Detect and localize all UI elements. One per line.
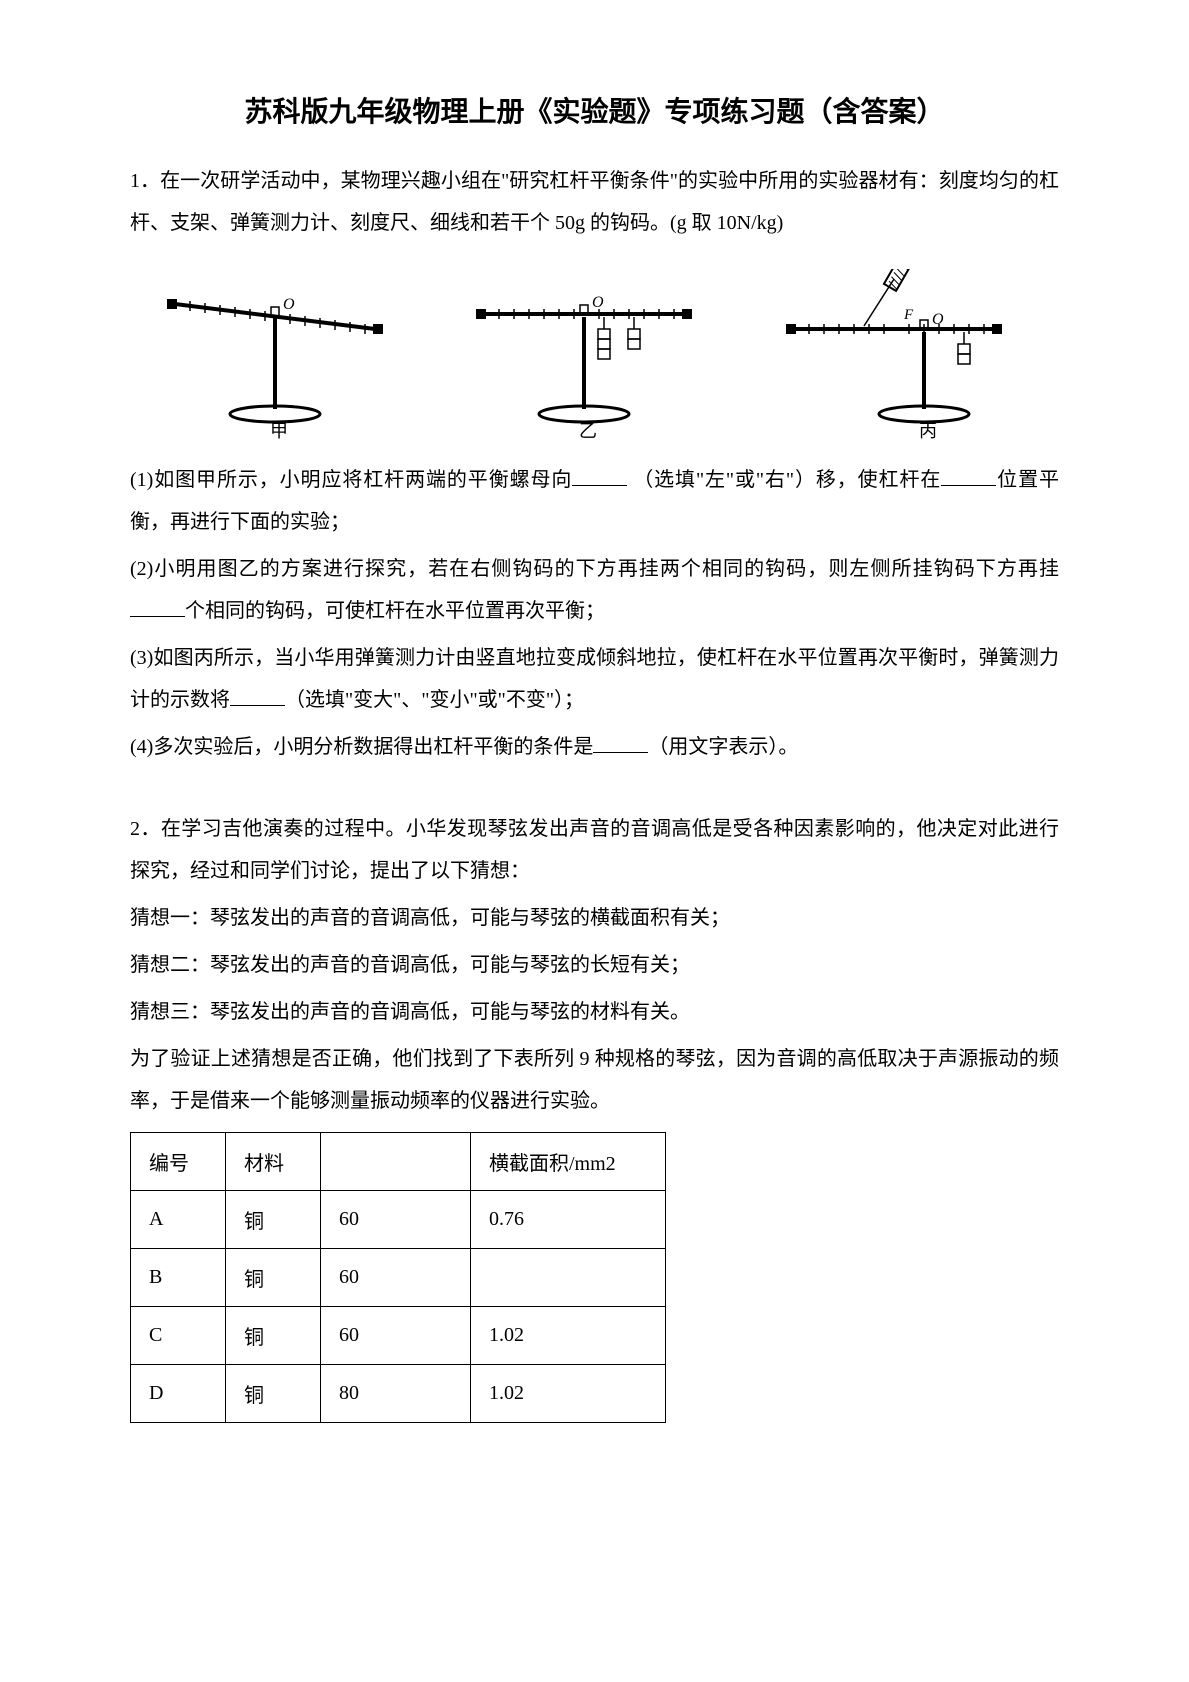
th-len xyxy=(321,1133,471,1191)
cell: 1.02 xyxy=(471,1307,666,1365)
cell: 铜 xyxy=(226,1365,321,1423)
q1-p2a: (2)小明用图乙的方案进行探究，若在右侧钩码的下方再挂两个相同的钩码，则左侧所挂… xyxy=(130,558,1059,580)
blank xyxy=(230,686,285,706)
string-table: 编号 材料 横截面积/mm2 A 铜 60 0.76 B 铜 60 C 铜 60… xyxy=(130,1132,666,1423)
q1-p2: (2)小明用图乙的方案进行探究，若在右侧钩码的下方再挂两个相同的钩码，则左侧所挂… xyxy=(130,548,1059,632)
q1-p4b: （用文字表示）。 xyxy=(648,736,798,758)
cell: 1.02 xyxy=(471,1365,666,1423)
q2-g3: 猜想三：琴弦发出的声音的音调高低，可能与琴弦的材料有关。 xyxy=(130,991,1059,1033)
svg-text:乙: 乙 xyxy=(579,421,597,439)
th-area: 横截面积/mm2 xyxy=(471,1133,666,1191)
q2-g1: 猜想一：琴弦发出的声音的音调高低，可能与琴弦的横截面积有关； xyxy=(130,897,1059,939)
blank xyxy=(941,466,996,486)
cell: A xyxy=(131,1191,226,1249)
svg-text:甲: 甲 xyxy=(270,421,288,439)
q1-p4: (4)多次实验后，小明分析数据得出杠杆平衡的条件是 （用文字表示）。 xyxy=(130,726,1059,768)
svg-text:O: O xyxy=(592,294,604,311)
cell xyxy=(471,1249,666,1307)
cell: 铜 xyxy=(226,1249,321,1307)
svg-text:丙: 丙 xyxy=(919,421,937,439)
diagram-yi: O 乙 xyxy=(454,269,734,439)
th-num: 编号 xyxy=(131,1133,226,1191)
q2-g2: 猜想二：琴弦发出的声音的音调高低，可能与琴弦的长短有关； xyxy=(130,944,1059,986)
svg-text:F: F xyxy=(903,307,914,323)
cell: B xyxy=(131,1249,226,1307)
diagram-row: O 甲 O 乙 xyxy=(130,264,1059,444)
q1-p4a: (4)多次实验后，小明分析数据得出杠杆平衡的条件是 xyxy=(130,736,593,758)
table-row: B 铜 60 xyxy=(131,1249,666,1307)
table-row: C 铜 60 1.02 xyxy=(131,1307,666,1365)
cell: 铜 xyxy=(226,1191,321,1249)
cell: 80 xyxy=(321,1365,471,1423)
th-mat: 材料 xyxy=(226,1133,321,1191)
q1-p3: (3)如图丙所示，当小华用弹簧测力计由竖直地拉变成倾斜地拉，使杠杆在水平位置再次… xyxy=(130,637,1059,721)
cell: 60 xyxy=(321,1307,471,1365)
q2-verify: 为了验证上述猜想是否正确，他们找到了下表所列 9 种规格的琴弦，因为音调的高低取… xyxy=(130,1038,1059,1122)
blank xyxy=(572,466,627,486)
q1-p1: (1)如图甲所示，小明应将杠杆两端的平衡螺母向 （选填"左"或"右"）移，使杠杆… xyxy=(130,459,1059,543)
q1-p2b: 个相同的钩码，可使杠杆在水平位置再次平衡； xyxy=(185,600,605,622)
cell: 60 xyxy=(321,1249,471,1307)
diagram-bing: O F 丙 xyxy=(764,269,1044,439)
table-header-row: 编号 材料 横截面积/mm2 xyxy=(131,1133,666,1191)
q1-p3b: （选填"变大"、"变小"或"不变"）； xyxy=(285,689,584,711)
cell: C xyxy=(131,1307,226,1365)
cell: D xyxy=(131,1365,226,1423)
blank xyxy=(593,733,648,753)
blank xyxy=(130,597,185,617)
q1-p1b: （选填"左"或"右"）移，使杠杆在 xyxy=(633,469,941,491)
diagram-jia: O 甲 xyxy=(145,269,425,439)
cell: 0.76 xyxy=(471,1191,666,1249)
table-row: D 铜 80 1.02 xyxy=(131,1365,666,1423)
svg-text:O: O xyxy=(932,311,944,328)
q2-intro: 2．在学习吉他演奏的过程中。小华发现琴弦发出声音的音调高低是受各种因素影响的，他… xyxy=(130,808,1059,892)
cell: 铜 xyxy=(226,1307,321,1365)
q1-p1a: (1)如图甲所示，小明应将杠杆两端的平衡螺母向 xyxy=(130,469,572,491)
page-title: 苏科版九年级物理上册《实验题》专项练习题（含答案） xyxy=(130,90,1059,130)
table-row: A 铜 60 0.76 xyxy=(131,1191,666,1249)
q1-intro: 1．在一次研学活动中，某物理兴趣小组在"研究杠杆平衡条件"的实验中所用的实验器材… xyxy=(130,160,1059,244)
cell: 60 xyxy=(321,1191,471,1249)
svg-text:O: O xyxy=(283,296,295,313)
